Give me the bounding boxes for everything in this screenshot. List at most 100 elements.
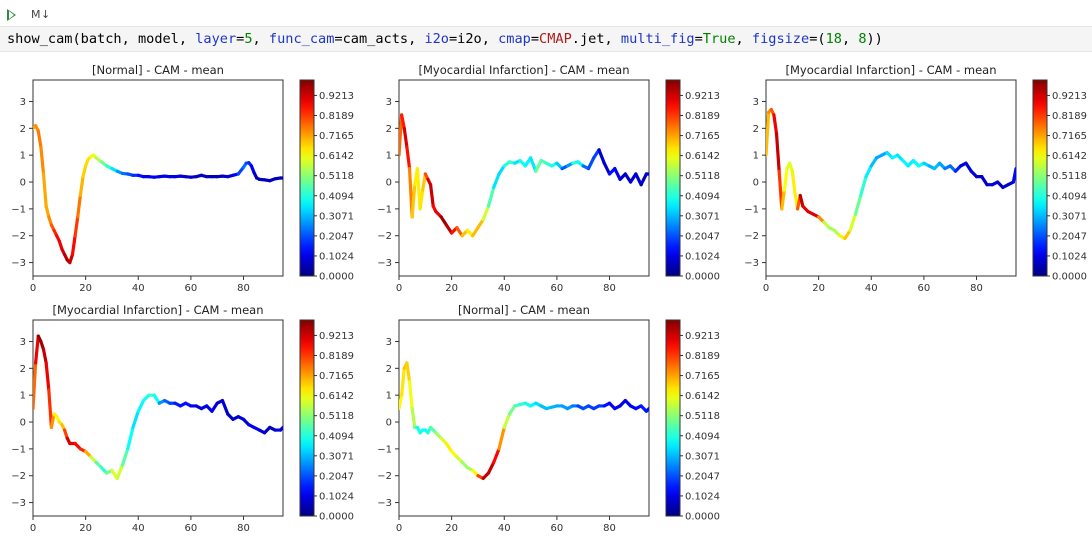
cam-line-segment (399, 113, 404, 157)
subplot: [Myocardial Infarction] - CAM - mean −3 −2… (744, 63, 1087, 294)
x-tick-label: 20 (79, 283, 92, 294)
y-tick-label: 1 (20, 391, 26, 402)
y-tick-label: 1 (386, 151, 392, 162)
code-token: , (841, 31, 859, 47)
cam-line-segment (405, 361, 412, 384)
code-token: =( (809, 31, 826, 47)
colorbar-tick-label: 0.4094 (319, 191, 354, 202)
x-tick-label: 80 (603, 523, 616, 534)
y-tick-label: 1 (386, 391, 392, 402)
colorbar-tick-label: 0.9213 (319, 331, 354, 342)
colorbar-tick-label: 0.8189 (319, 111, 354, 122)
cam-line-segment (126, 425, 135, 451)
cam-line-segment (210, 401, 219, 413)
x-tick-label: 60 (551, 283, 564, 294)
code-line[interactable]: show_cam(batch, model, layer=5, func_cam… (7, 31, 883, 47)
x-tick-label: 0 (763, 283, 769, 294)
cam-line-segment (766, 110, 771, 157)
code-token: , (252, 31, 269, 47)
colorbar-tick-label: 0.5118 (685, 411, 720, 422)
colorbar (665, 79, 681, 277)
y-tick-label: 0 (386, 178, 392, 189)
y-tick-label: 3 (386, 337, 392, 348)
y-tick-label: −1 (744, 204, 759, 215)
colorbar-tick-label: 0.1024 (685, 251, 720, 262)
colorbar-tick-label: 0.3071 (685, 451, 720, 462)
colorbar-tick-label: 0.5118 (319, 411, 354, 422)
cam-line-segment (497, 164, 506, 176)
cam-line-segment (507, 404, 517, 416)
colorbar-tick-label: 0.8189 (319, 351, 354, 362)
x-tick-label: 40 (498, 523, 511, 534)
cam-line-segment (639, 172, 648, 187)
code-cell[interactable]: show_cam(batch, model, layer=5, func_cam… (0, 26, 1092, 52)
cam-line-segment (120, 447, 130, 467)
code-token: 5 (244, 31, 253, 47)
cam-line-segment (497, 425, 506, 451)
code-token: = (694, 31, 703, 47)
subplot-title: [Myocardial Infarction] - CAM - mean (419, 63, 630, 77)
colorbar-tick-label: 0.6142 (319, 391, 354, 402)
code-token: i2o (424, 31, 449, 47)
cam-line-segment (534, 158, 543, 173)
axes-frame (32, 319, 284, 517)
colorbar-tick-label: 0.0000 (319, 512, 354, 523)
cam-line-segment (418, 188, 425, 211)
y-tick-label: −3 (744, 258, 759, 269)
cam-line-segment (869, 156, 879, 168)
x-tick-label: 80 (237, 283, 250, 294)
cam-line (33, 334, 283, 481)
cam-line-segment (843, 228, 852, 241)
cam-line-segment (774, 132, 781, 173)
code-token: layer (195, 31, 237, 47)
cam-line-segment (33, 361, 38, 411)
colorbar-tick-label: 0.1024 (319, 251, 354, 262)
y-tick-label: −2 (377, 231, 392, 242)
x-tick-label: 20 (445, 523, 458, 534)
cam-line-segment (864, 164, 873, 179)
cam-line-segment (790, 169, 797, 195)
code-token: 8 (858, 31, 867, 47)
subplot-title: [Normal] - CAM - mean (458, 303, 590, 317)
y-tick-label: 3 (386, 97, 392, 108)
x-tick-label: 40 (865, 283, 878, 294)
code-token: figsize (751, 31, 810, 47)
y-tick-label: 2 (386, 364, 392, 375)
cam-line-segment (444, 441, 454, 454)
y-tick-label: 0 (386, 418, 392, 429)
y-tick-label: 0 (20, 178, 26, 189)
cam-line-segment (613, 167, 622, 181)
cam-line-segment (586, 156, 596, 171)
y-tick-label: 1 (20, 151, 26, 162)
cam-line-segment (41, 347, 48, 365)
y-tick-label: 0 (753, 178, 759, 189)
cam-line-segment (152, 393, 161, 405)
x-tick-label: 60 (551, 523, 564, 534)
cam-line-segment (481, 204, 491, 222)
cam-line-segment (644, 407, 649, 413)
cam-line-segment (76, 193, 82, 219)
play-icon[interactable] (7, 9, 16, 21)
cam-line (33, 124, 283, 265)
y-tick-label: −2 (11, 471, 26, 482)
y-tick-label: 2 (753, 124, 759, 135)
cam-line-segment (34, 334, 40, 365)
cam-line-segment (1011, 167, 1016, 184)
x-tick-label: 40 (132, 283, 145, 294)
cam-line-segment (486, 460, 496, 475)
y-tick-label: −1 (377, 444, 392, 455)
x-tick-label: 20 (812, 283, 825, 294)
colorbar-tick-label: 0.6142 (1052, 151, 1087, 162)
cam-line-segment (81, 164, 88, 179)
colorbar-tick-label: 0.0000 (685, 272, 720, 283)
colorbar-tick-label: 0.9213 (319, 91, 354, 102)
markdown-icon[interactable]: M↓ (31, 8, 51, 21)
cam-line-segment (471, 226, 480, 238)
axes-frame (398, 79, 650, 277)
cam-line-segment (980, 175, 989, 187)
cam-line-segment (402, 126, 409, 149)
x-tick-label: 20 (79, 523, 92, 534)
y-tick-label: 1 (753, 151, 759, 162)
cam-line (766, 107, 1016, 241)
cam-line-segment (36, 129, 43, 149)
